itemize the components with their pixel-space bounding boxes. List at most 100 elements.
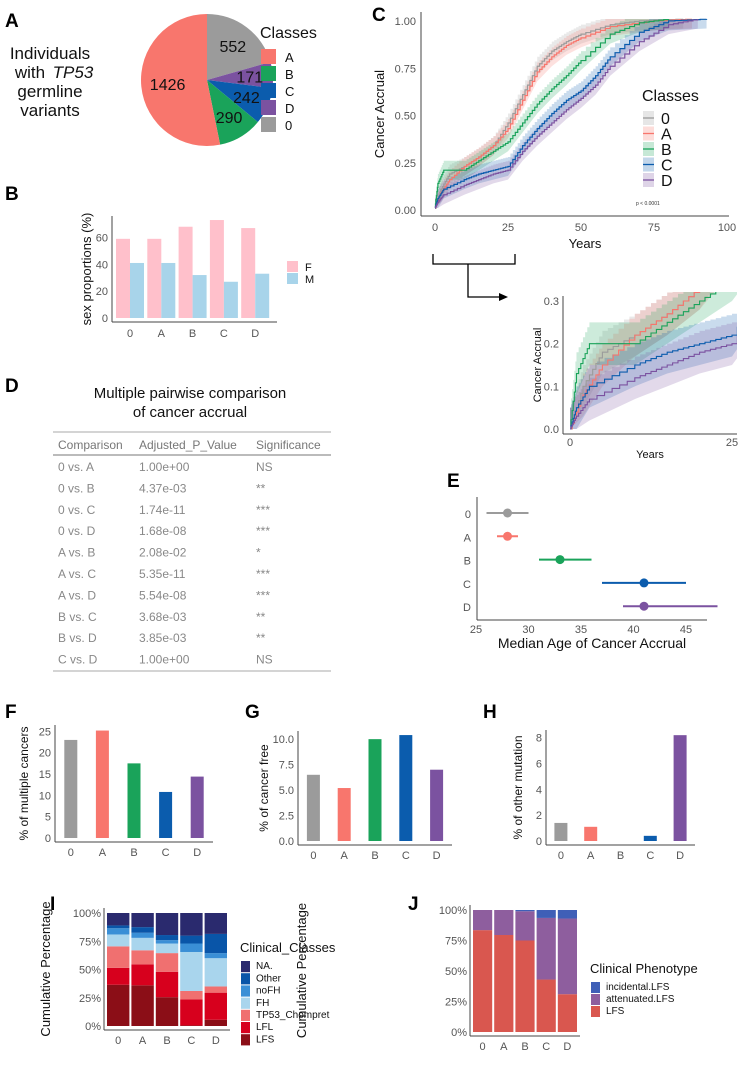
- inset-x-tick-label: 0: [567, 437, 573, 449]
- panel-label: D: [5, 376, 19, 397]
- segment-TP53_Chompret-A: [131, 950, 154, 965]
- x-tick-label: C: [542, 1041, 550, 1053]
- table-cell: 5.35e-11: [139, 567, 186, 581]
- table-cell: 3.85e-03: [139, 631, 187, 645]
- y-axis-label: Cumulative Percentage: [294, 903, 309, 1038]
- column-header: Comparison: [58, 438, 123, 452]
- x-tick-label: 25: [470, 624, 482, 636]
- x-tick-label: A: [341, 850, 349, 862]
- y-tick-label: 0.00: [395, 205, 416, 217]
- median-point-0: [503, 508, 512, 518]
- bar-0: [64, 739, 78, 838]
- y-tick-label: 0: [102, 313, 108, 325]
- legend-label: D: [661, 173, 673, 190]
- table-cell: 5.54e-08: [139, 588, 187, 602]
- x-tick-label: 75: [648, 222, 660, 234]
- legend-label: C: [661, 158, 673, 175]
- median-point-A: [503, 531, 512, 541]
- segment-attenuated.LFS-B: [515, 911, 535, 941]
- x-tick-label: D: [251, 328, 259, 340]
- x-tick-label: B: [521, 1041, 528, 1053]
- legend-label: TP53_Chompret: [256, 1010, 330, 1021]
- y-axis-label: Cancer Accrual: [372, 70, 387, 158]
- legend-label: M: [305, 274, 314, 286]
- y-tick-label: 2: [536, 810, 542, 822]
- segment-incidental.LFS-B: [515, 910, 535, 912]
- y-tick-label: 0.0: [279, 836, 294, 848]
- y-tick-label: 8: [536, 733, 542, 745]
- table-cell: 2.08e-02: [139, 546, 187, 560]
- x-tick-label: 0: [127, 328, 133, 340]
- zoom-bracket: [432, 254, 516, 265]
- x-tick-label: D: [433, 850, 441, 862]
- x-tick-label: B: [189, 328, 196, 340]
- segment-FH-0: [107, 934, 130, 947]
- inset-km-curve-B: [570, 292, 717, 430]
- table-cell: ***: [256, 524, 270, 538]
- ci-band-C: [435, 19, 707, 208]
- segment-LFS-A: [494, 935, 514, 1032]
- panel-label: F: [5, 702, 17, 723]
- table-title: of cancer accrual: [133, 404, 247, 421]
- bar-0: [306, 774, 320, 841]
- inset-ci-band-B: [570, 292, 737, 429]
- legend-label: Other: [256, 973, 282, 984]
- segment-attenuated.LFS-C: [536, 917, 556, 980]
- y-tick-label: 15: [39, 769, 51, 781]
- inset-y-tick-label: 0.3: [544, 296, 559, 308]
- pie-caption: germline: [17, 82, 82, 101]
- legend-label: D: [285, 101, 294, 116]
- x-tick-label: B: [617, 850, 624, 862]
- x-tick-label: 40: [627, 624, 639, 636]
- legend-label: noFH: [256, 986, 280, 997]
- legend-swatch-LFS: [591, 1006, 600, 1017]
- y-tick-label: 60: [96, 232, 108, 244]
- y-tick-label: B: [464, 556, 471, 568]
- segment-LFS-B: [155, 997, 179, 1026]
- legend-swatch-incidental.LFS: [591, 982, 600, 993]
- segment-noFH-A: [131, 932, 154, 938]
- y-tick-label: 25%: [79, 993, 101, 1005]
- y-tick-label: 100%: [73, 908, 101, 920]
- bar-C: [159, 791, 173, 838]
- ci-band-D: [435, 19, 698, 208]
- segment-attenuated.LFS-A: [494, 910, 514, 936]
- table-cell: 0 vs. C: [58, 503, 96, 517]
- inset-ci-band-D: [570, 322, 737, 429]
- y-axis-label: sex proportions (%): [79, 213, 94, 326]
- segment-TP53_Chompret-C: [180, 990, 203, 1000]
- legend-swatch-LFL: [241, 1022, 250, 1034]
- legend-swatch-F: [287, 261, 298, 272]
- segment-Other-0: [107, 925, 130, 929]
- inset-ci-band-A: [570, 292, 715, 429]
- table-cell: 1.74e-11: [139, 503, 186, 517]
- y-axis-label: Cumulative Percentage: [38, 901, 53, 1036]
- segment-Other-A: [131, 927, 154, 933]
- x-tick-label: C: [402, 850, 410, 862]
- y-tick-label: 5: [45, 812, 51, 824]
- inset-km-curve-A: [570, 292, 701, 430]
- y-tick-label: 100%: [439, 905, 467, 917]
- segment-TP53_Chompret-D: [204, 986, 227, 993]
- bar-M-A: [161, 262, 176, 318]
- x-tick-label: 35: [575, 624, 587, 636]
- bar-A: [95, 730, 109, 838]
- x-tick-label: C: [220, 328, 228, 340]
- slice-value-label: 171: [236, 70, 263, 87]
- segment-attenuated.LFS-D: [557, 918, 577, 995]
- legend-swatch-LFS: [241, 1034, 250, 1046]
- segment-LFL-A: [131, 964, 154, 986]
- legend-swatch-Other: [241, 973, 250, 985]
- inset-y-tick-label: 0.1: [544, 381, 559, 393]
- segment-attenuated.LFS-0: [473, 910, 493, 931]
- arrow-head-icon: [499, 293, 508, 301]
- panel-label: A: [5, 11, 19, 32]
- pie-slice-D: [207, 61, 273, 89]
- bar-B: [368, 739, 382, 841]
- inset-x-axis-label: Years: [636, 449, 664, 461]
- y-tick-label: 2.5: [279, 811, 294, 823]
- segment-TP53_Chompret-0: [107, 946, 130, 968]
- inset-km-curve-C: [570, 326, 737, 430]
- x-tick-label: B: [371, 850, 378, 862]
- y-tick-label: 10.0: [273, 734, 294, 746]
